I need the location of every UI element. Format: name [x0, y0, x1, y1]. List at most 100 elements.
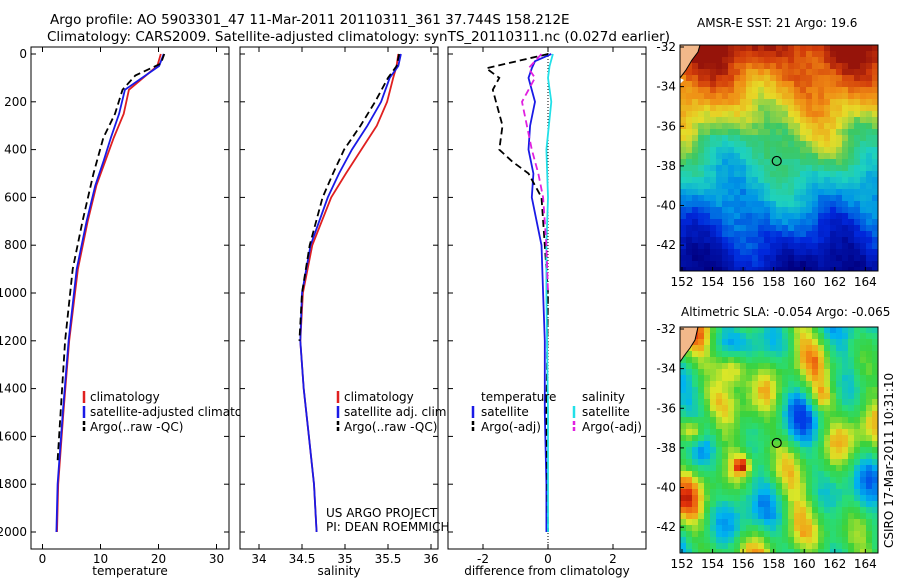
map-cell [818, 63, 825, 70]
map-cell [830, 549, 837, 553]
map-cell [836, 99, 843, 106]
map-cell [692, 225, 699, 232]
map-cell [746, 141, 753, 148]
map-cell [758, 135, 765, 142]
map-cell [698, 357, 705, 364]
map-cell [710, 339, 717, 346]
sla-map: 152 154 156 158 160 162 164-32-34-36-38-40-42 [656, 322, 879, 571]
map-cell [740, 81, 747, 88]
map-cell [698, 141, 705, 148]
map-cell [698, 207, 705, 214]
map-cell [866, 447, 873, 454]
temperature-profile-xlabel: temperature [92, 564, 167, 578]
map-cell [686, 261, 693, 268]
map-cell [740, 123, 747, 130]
map-cell [824, 327, 831, 334]
map-cell [872, 129, 878, 136]
map-cell [788, 429, 795, 436]
map-cell [848, 417, 855, 424]
map-cell [824, 183, 831, 190]
map-cell [866, 351, 873, 358]
map-cell [824, 525, 831, 532]
map-cell [752, 471, 759, 478]
map-cell [740, 369, 747, 376]
map-cell [740, 255, 747, 262]
map-cell [728, 537, 735, 544]
map-cell [806, 465, 813, 472]
map-cell [812, 495, 819, 502]
map-cell [842, 129, 849, 136]
legend-label: Argo(..raw -QC) [344, 420, 437, 434]
series-temperature-argo-adj- [484, 53, 549, 533]
map-cell [842, 213, 849, 220]
map-cell [758, 159, 765, 166]
legend-label: climatology [344, 390, 414, 404]
map-cell [734, 399, 741, 406]
map-cell [830, 177, 837, 184]
y-tick-label: -34 [656, 362, 676, 376]
map-cell [782, 189, 789, 196]
map-cell [722, 375, 729, 382]
map-cell [722, 147, 729, 154]
map-cell [704, 375, 711, 382]
map-cell [860, 453, 867, 460]
map-cell [746, 159, 753, 166]
map-cell [692, 195, 699, 202]
map-cell [728, 435, 735, 442]
map-cell [842, 267, 849, 271]
map-cell [848, 117, 855, 124]
map-cell [692, 267, 699, 271]
map-cell [830, 57, 837, 64]
map-cell [860, 393, 867, 400]
map-cell [770, 453, 777, 460]
map-cell [824, 87, 831, 94]
map-cell [728, 195, 735, 202]
map-cell [860, 399, 867, 406]
map-cell [848, 387, 855, 394]
map-cell [692, 201, 699, 208]
map-cell [818, 411, 825, 418]
map-cell [782, 453, 789, 460]
x-tick-label: 35 [337, 552, 352, 566]
map-cell [842, 183, 849, 190]
map-cell [860, 237, 867, 244]
map-cell [782, 69, 789, 76]
map-cell [800, 69, 807, 76]
map-cell [818, 45, 825, 52]
legend-label: Argo(..raw -QC) [90, 420, 183, 434]
map-cell [830, 135, 837, 142]
map-cell [836, 465, 843, 472]
map-cell [818, 69, 825, 76]
map-cell [848, 93, 855, 100]
map-cell [710, 225, 717, 232]
map-cell [872, 447, 878, 454]
map-cell [764, 237, 771, 244]
map-cell [842, 225, 849, 232]
map-cell [806, 183, 813, 190]
map-cell [842, 429, 849, 436]
map-cell [812, 195, 819, 202]
map-cell [764, 399, 771, 406]
map-cell [872, 501, 878, 508]
map-cell [704, 267, 711, 271]
map-cell [854, 453, 861, 460]
map-cell [824, 459, 831, 466]
map-cell [812, 231, 819, 238]
map-cell [764, 117, 771, 124]
map-cell [806, 357, 813, 364]
map-cell [866, 63, 873, 70]
map-cell [818, 351, 825, 358]
map-cell [788, 135, 795, 142]
map-cell [860, 141, 867, 148]
map-cell [734, 135, 741, 142]
map-cell [800, 345, 807, 352]
map-cell [752, 327, 759, 334]
map-cell [770, 153, 777, 160]
map-cell [680, 471, 687, 478]
map-cell [782, 393, 789, 400]
map-cell [866, 87, 873, 94]
map-cell [716, 75, 723, 82]
map-cell [830, 237, 837, 244]
map-cell [830, 369, 837, 376]
map-cell [866, 363, 873, 370]
